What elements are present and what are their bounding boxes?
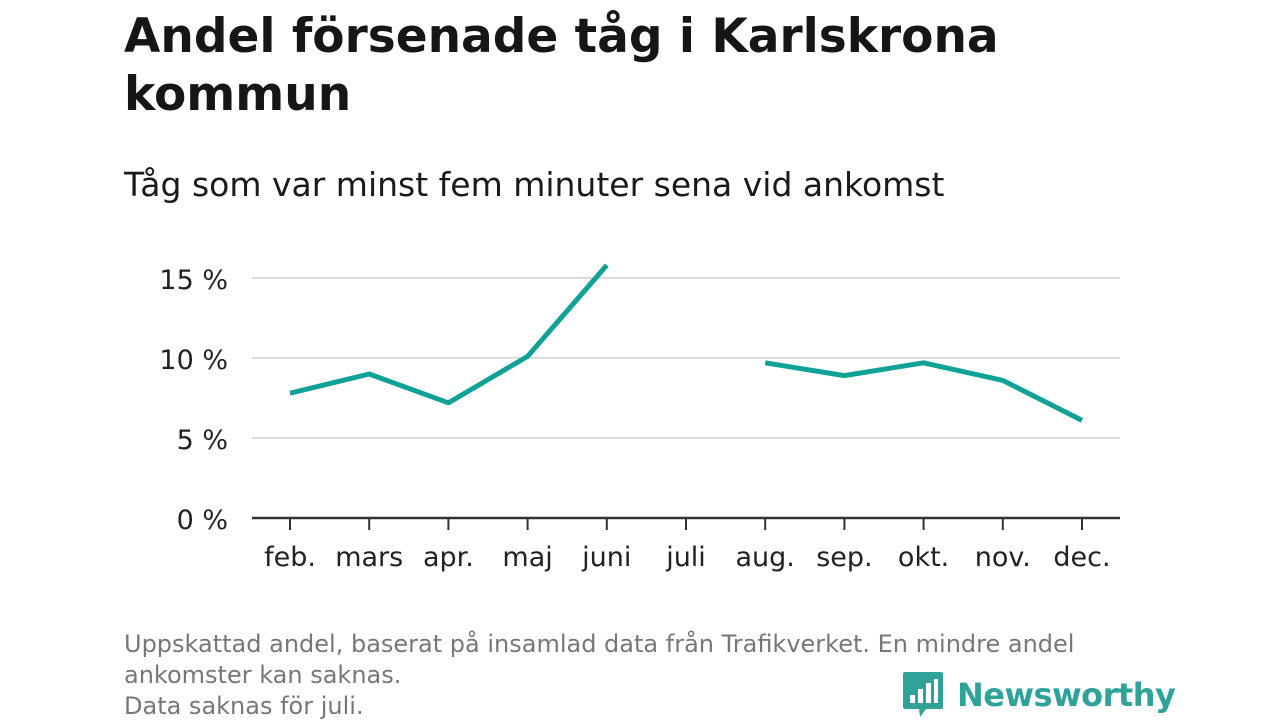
bar-chart-speech-bubble-icon (902, 671, 944, 719)
series-line-segment-2 (764, 360, 1084, 423)
x-tick-label: aug. (736, 542, 795, 573)
x-tick-label: dec. (1053, 542, 1110, 573)
footnote-line-3: Data saknas för juli. (124, 692, 364, 720)
chart-title: Andel försenade tåg i Karlskrona kommun (124, 9, 999, 122)
footnote-line-2: ankomster kan saknas. (124, 661, 402, 689)
x-tick-label: maj (502, 542, 552, 573)
series-line-segment-1 (289, 263, 609, 406)
y-tick-label: 0 % (177, 505, 228, 536)
y-tick-label: 15 % (159, 265, 228, 296)
chart-subtitle: Tåg som var minst fem minuter sena vid a… (124, 165, 945, 204)
y-tick-label: 10 % (159, 345, 228, 376)
logo-text: Newsworthy (957, 676, 1176, 714)
x-tick-label: apr. (423, 542, 474, 573)
x-tick-label: okt. (898, 542, 949, 573)
x-tick-label: juli (665, 542, 706, 573)
x-tick-label: feb. (264, 542, 316, 573)
x-tick-label: juni (581, 542, 631, 573)
newsworthy-logo: Newsworthy (902, 671, 1176, 719)
x-tick-label: sep. (816, 542, 872, 573)
footnote: Uppskattad andel, baserat på insamlad da… (124, 629, 1154, 722)
footnote-line-1: Uppskattad andel, baserat på insamlad da… (124, 630, 1075, 658)
x-tick-label: mars (335, 542, 403, 573)
y-tick-label: 5 % (177, 425, 228, 456)
x-tick-label: nov. (975, 542, 1031, 573)
